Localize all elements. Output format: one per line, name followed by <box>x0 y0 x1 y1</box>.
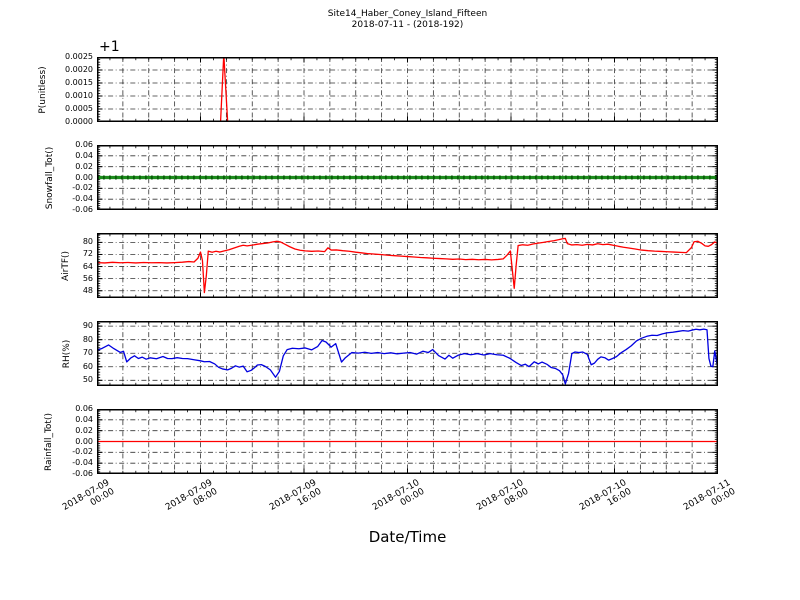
y-tick-label-rh: 60 <box>82 361 93 371</box>
x-axis-label: Date/Time <box>368 528 447 546</box>
y-tick-label-snowfall-tot: 0.04 <box>75 150 93 160</box>
panel-rainfall-tot-plot <box>97 409 718 474</box>
y-tick-label-airtf: 72 <box>82 249 93 259</box>
y-tick-label-rainfall-tot: 0.02 <box>75 425 93 435</box>
y-tick-label-p-unitless: 0.0000 <box>65 117 93 126</box>
y-axis-offset-text: +1 <box>99 39 120 55</box>
x-tick-label: 2018-07-09 00:00 <box>61 478 116 521</box>
y-tick-label-snowfall-tot: -0.04 <box>72 194 93 204</box>
y-tick-label-airtf: 48 <box>82 285 93 295</box>
panel-rh-plot <box>97 321 718 386</box>
y-tick-label-snowfall-tot: 0.02 <box>75 161 93 171</box>
chart-title: Site14_Haber_Coney_Island_Fifteen <box>327 9 488 19</box>
y-tick-label-rainfall-tot: 0.00 <box>75 436 93 446</box>
y-tick-label-rainfall-tot: 0.04 <box>75 414 93 424</box>
chart-title-block: Site14_Haber_Coney_Island_Fifteen 2018-0… <box>97 9 718 31</box>
y-tick-label-rainfall-tot: 0.06 <box>75 404 93 413</box>
y-tick-label-rh: 90 <box>82 321 93 331</box>
y-tick-label-rainfall-tot: -0.02 <box>72 447 93 457</box>
y-tick-label-rh: 70 <box>82 348 93 358</box>
y-tick-label-airtf: 56 <box>82 273 93 283</box>
y-tick-label-snowfall-tot: 0.06 <box>75 140 93 149</box>
y-tick-label-rh: 50 <box>82 375 93 385</box>
y-tick-label-snowfall-tot: -0.06 <box>72 205 93 214</box>
y-tick-label-rh: 80 <box>82 334 93 344</box>
x-tick-label: 2018-07-09 16:00 <box>268 478 323 521</box>
chart-subtitle: 2018-07-11 - (2018-192) <box>351 20 464 30</box>
y-tick-label-rainfall-tot: -0.04 <box>72 458 93 468</box>
y-tick-label-airtf: 64 <box>82 261 93 271</box>
y-tick-label-p-unitless: 0.0005 <box>65 104 93 113</box>
y-tick-label-p-unitless: 0.0020 <box>65 65 93 74</box>
y-tick-label-snowfall-tot: 0.00 <box>75 172 93 182</box>
x-tick-label: 2018-07-10 08:00 <box>475 478 530 521</box>
y-tick-label-airtf: 80 <box>82 237 93 247</box>
panel-snowfall-tot-plot <box>97 145 718 210</box>
x-tick-label: 2018-07-10 00:00 <box>371 478 426 521</box>
x-tick-label: 2018-07-09 08:00 <box>164 478 219 521</box>
y-tick-label-snowfall-tot: -0.02 <box>72 183 93 193</box>
y-tick-label-p-unitless: 0.0015 <box>65 78 93 87</box>
y-tick-label-p-unitless: 0.0010 <box>65 91 93 100</box>
x-tick-label: 2018-07-11 00:00 <box>682 478 737 521</box>
x-tick-label: 2018-07-10 16:00 <box>578 478 633 521</box>
y-tick-label-p-unitless: 0.0025 <box>65 52 93 61</box>
panel-p-unitless-plot <box>97 57 718 122</box>
y-tick-label-rainfall-tot: -0.06 <box>72 469 93 478</box>
panel-airtf-plot <box>97 233 718 298</box>
